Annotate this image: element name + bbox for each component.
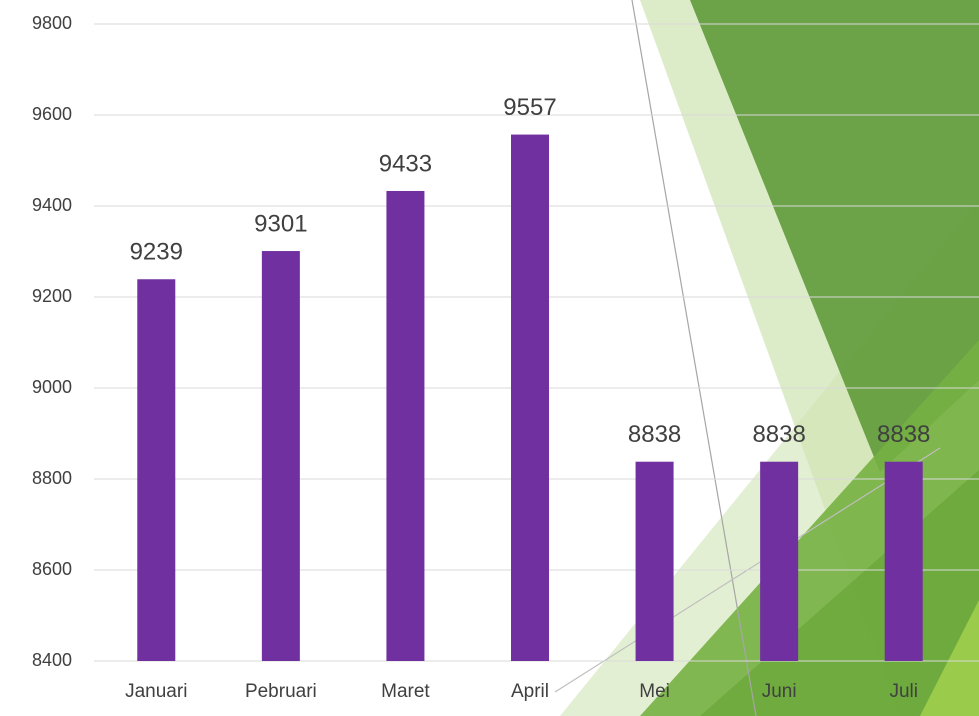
value-label: 8838 [628,421,681,448]
value-label: 9239 [130,239,183,266]
value-label: 9433 [379,150,432,177]
decor-line [631,0,757,716]
bar [261,251,300,662]
y-tick-label: 9400 [32,195,72,215]
bar [884,461,923,661]
x-tick-label: Januari [125,681,187,702]
bar [137,279,176,661]
value-label: 9301 [254,210,307,237]
y-tick-label: 8400 [32,650,72,670]
bar [635,461,674,661]
bar [511,134,549,661]
value-label: 8838 [752,421,805,448]
decor-shape [920,600,979,716]
value-label: 9557 [503,94,556,121]
x-tick-label: Pebruari [245,681,317,702]
value-label: 8838 [877,421,930,448]
x-tick-label: Juni [762,681,797,702]
x-tick-label: Juli [889,681,918,702]
decor-shape [690,0,979,472]
y-tick-label: 9000 [32,377,72,397]
x-tick-label: Mei [639,681,670,702]
x-tick-label: April [511,681,549,702]
x-tick-label: Maret [381,681,430,702]
y-tick-label: 8800 [32,468,72,488]
y-tick-label: 8600 [32,559,72,579]
y-tick-label: 9800 [32,13,72,33]
y-tick-label: 9200 [32,286,72,306]
y-tick-label: 9600 [32,104,72,124]
bar [760,461,799,661]
bar [386,190,425,662]
